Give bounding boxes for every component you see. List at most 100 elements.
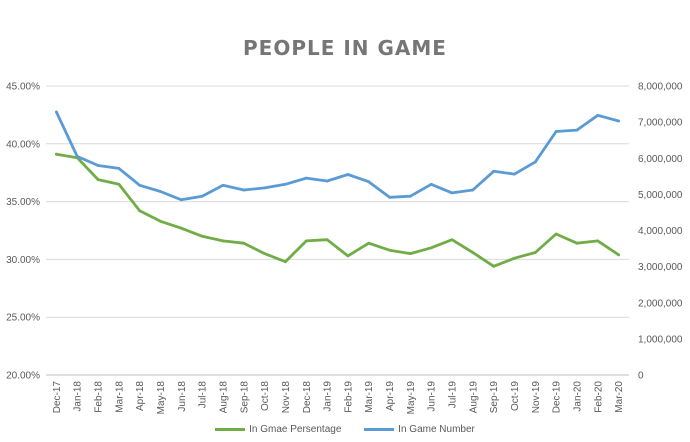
data-point-number (492, 169, 496, 173)
x-axis-tick-label: May-19 (406, 381, 417, 415)
right-axis-tick-label: 4,000,000 (638, 226, 683, 237)
data-point-number (408, 194, 412, 198)
x-axis-tick-label: Nov-19 (531, 381, 542, 414)
data-point-percentage (367, 241, 371, 245)
x-axis-tick-label: Dec-18 (302, 381, 313, 414)
x-axis-tick-label: Feb-20 (593, 381, 604, 413)
data-point-percentage (388, 248, 391, 252)
data-point-number (96, 164, 100, 167)
x-axis-ticks: Dec-17 Jan-18 Feb-18 Mar-18 Apr-18 May-18 Jun-… (52, 381, 625, 415)
x-axis-tick-label: Dec-17 (52, 381, 63, 414)
right-axis-tick-label: 1,000,000 (638, 334, 683, 345)
data-point-percentage (408, 252, 412, 256)
left-axis-tick-label: 20.00% (6, 371, 40, 382)
left-axis-tick-label: 25.00% (6, 313, 40, 324)
data-point-percentage (117, 182, 121, 186)
x-axis-tick-label: Jun-19 (427, 381, 438, 412)
data-point-number (179, 198, 183, 202)
x-axis-tick-label: Feb-19 (343, 381, 354, 413)
left-axis-tick-label: 40.00% (6, 139, 40, 150)
data-point-number (346, 173, 350, 176)
chart-title: PEOPLE IN GAME (243, 36, 447, 60)
series-line-number (55, 110, 620, 202)
data-point-number (367, 180, 371, 184)
x-axis-tick-label: Apr-18 (135, 381, 146, 411)
data-point-percentage (325, 238, 329, 242)
left-axis-tick-label: 35.00% (6, 197, 40, 208)
data-point-percentage (492, 264, 496, 268)
data-point-percentage (179, 226, 183, 230)
right-axis-tick-label: 5,000,000 (638, 190, 683, 201)
x-axis-tick-label: Jan-19 (323, 381, 334, 412)
data-point-percentage (575, 241, 579, 245)
data-point-number (513, 172, 516, 176)
data-point-percentage (533, 251, 537, 254)
data-point-percentage (513, 256, 516, 260)
data-point-number (325, 179, 329, 183)
data-point-number (617, 119, 620, 123)
right-axis-tick-label: 7,000,000 (638, 118, 683, 129)
x-axis-tick-label: Jun-18 (177, 381, 188, 412)
data-point-number (575, 128, 579, 132)
x-axis-tick-label: Feb-18 (94, 381, 105, 413)
x-axis-tick-label: Sep-18 (239, 381, 250, 414)
left-axis-ticks: 20.00% 25.00% 30.00% 35.00% 40.00% 45.00% (6, 82, 40, 382)
data-point-number (75, 155, 79, 158)
right-axis-ticks: 0 1,000,000 2,000,000 3,000,000 4,000,000 5,0… (638, 82, 683, 382)
legend-item-number: In Game Number (364, 424, 475, 435)
gridlines (46, 85, 629, 376)
legend-item-percentage: In Gmae Persentage (215, 424, 341, 435)
left-axis-tick-label: 30.00% (6, 255, 40, 266)
data-point-number (429, 182, 433, 186)
data-point-number (200, 194, 204, 198)
legend-swatch-percentage (215, 427, 246, 431)
data-point-percentage (159, 219, 162, 223)
right-axis-tick-label: 6,000,000 (638, 154, 683, 165)
x-axis-tick-label: Mar-19 (364, 381, 375, 413)
right-axis-tick-label: 3,000,000 (638, 262, 683, 273)
data-point-number (471, 188, 475, 192)
x-axis-tick-label: May-18 (156, 381, 167, 415)
series-line-percentage (55, 152, 620, 268)
x-axis-tick-label: Jan-18 (73, 381, 84, 412)
data-point-number (117, 166, 121, 170)
x-axis-tick-label: Oct-19 (510, 381, 521, 411)
data-point-number (388, 195, 391, 199)
x-axis-tick-label: Oct-18 (260, 381, 271, 411)
x-axis-tick-label: Mar-18 (114, 381, 125, 413)
legend-swatch-number (364, 427, 395, 431)
data-point-percentage (346, 254, 350, 258)
data-point-number (221, 183, 225, 187)
data-point-number (554, 130, 558, 133)
data-point-number (159, 190, 162, 193)
data-point-number (450, 191, 454, 195)
x-axis-tick-label: Apr-19 (385, 381, 396, 411)
legend-label-number: In Game Number (398, 424, 475, 435)
x-axis-tick-label: Mar-20 (614, 381, 625, 413)
data-point-percentage (471, 251, 475, 254)
series-lines (55, 110, 620, 268)
right-axis-tick-label: 0 (638, 371, 644, 382)
data-point-percentage (96, 178, 100, 182)
data-point-percentage (554, 232, 558, 236)
x-axis-tick-label: Aug-18 (218, 381, 229, 414)
x-axis-tick-label: Sep-19 (489, 381, 500, 414)
x-axis-tick-label: Jul-19 (448, 381, 459, 409)
right-axis-tick-label: 8,000,000 (638, 82, 683, 93)
data-point-percentage (242, 241, 246, 245)
data-point-percentage (284, 260, 287, 264)
data-point-number (596, 113, 600, 117)
data-point-percentage (200, 234, 204, 238)
x-axis-tick-label: Jul-18 (198, 381, 209, 409)
data-point-number (533, 160, 537, 164)
data-point-number (55, 110, 58, 114)
data-point-percentage (450, 238, 454, 242)
data-point-percentage (304, 239, 308, 243)
x-axis-tick-label: Jan-20 (572, 381, 583, 412)
x-axis-tick-label: Dec-19 (552, 381, 563, 414)
data-point-percentage (138, 209, 142, 213)
x-axis-tick-label: Nov-18 (281, 381, 292, 414)
data-point-number (263, 186, 267, 190)
legend: In Gmae Persentage In Game Number (0, 424, 690, 435)
